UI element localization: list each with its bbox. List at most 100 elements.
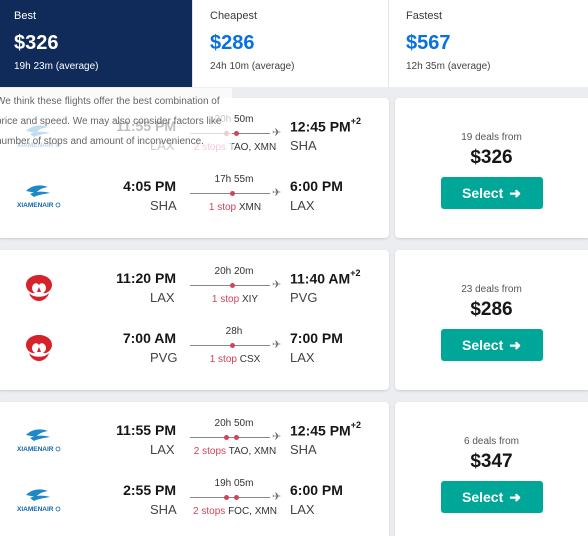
xiamen-air-logo: XIAMENAIR (16, 425, 62, 455)
arrival-time: 6:00 PM (290, 482, 343, 498)
stops-count: 1 stop (209, 354, 237, 365)
plane-icon: ✈ (272, 431, 282, 443)
origin-airport: SHA (150, 502, 177, 517)
stops-via: CSX (239, 354, 261, 365)
stops-count: 1 stop (208, 202, 237, 213)
best-tooltip: We think these flights offer the best co… (0, 88, 232, 160)
select-button-label: Select (462, 337, 504, 353)
select-button-label: Select (462, 489, 504, 505)
result-card: 11:20 PM LAX 20h 20m ✈ 1 stop XIY 11:40 AM+2 P… (0, 250, 588, 390)
arrival-time: 11:40 AM+2 (290, 268, 361, 287)
departure-time: 11:20 PM (116, 270, 176, 286)
price-box: 6 deals from $347 Select ➜ (395, 402, 588, 536)
stops-count: 2 stops (193, 506, 226, 517)
xiamen-air-logo: XIAMENAIR (16, 485, 62, 515)
stops-count: 2 stops (193, 446, 227, 457)
flight-duration: 20h 20m (214, 266, 254, 277)
select-button[interactable]: Select ➜ (440, 329, 543, 361)
flight-leg: 11:20 PM LAX 20h 20m ✈ 1 stop XIY 11:40 AM+2 P… (0, 266, 389, 326)
flight-duration: 20h 50m (214, 418, 254, 429)
arrival-time-value: 11:40 AM (290, 270, 351, 287)
stop-dot (230, 191, 235, 196)
plane-icon: ✈ (272, 187, 282, 199)
tooltip-line: We think these flights offer the best co… (0, 96, 220, 107)
select-button-wrap: Select ➜ (395, 473, 588, 513)
stop-dot (234, 131, 239, 136)
itinerary[interactable]: XIAMENAIR 11:55 PM LAX 20h 50m ✈ 2 stops TAO,… (0, 402, 389, 536)
itinerary[interactable]: 11:20 PM LAX 20h 20m ✈ 1 stop XIY 11:40 AM+2 P… (0, 250, 389, 390)
stop-dot (230, 343, 235, 348)
stops-info: 1 stop XMN (180, 202, 290, 213)
plane-icon: ✈ (272, 339, 282, 351)
destination-airport: SHA (290, 138, 317, 153)
departure-time: 2:55 PM (123, 482, 176, 498)
route-line (190, 495, 270, 500)
tooltip-line: number of stops and amount of inconvenie… (0, 136, 204, 147)
svg-text:XIAMENAIR: XIAMENAIR (17, 446, 54, 453)
route-line (190, 343, 270, 348)
sort-tabs: Best $326 19h 23m (average) Cheapest $28… (0, 0, 588, 87)
arrow-right-icon: ➜ (509, 184, 521, 201)
arrival-time-value: 7:00 PM (290, 330, 343, 346)
result-card: XIAMENAIR 11:55 PM LAX 20h 50m ✈ 2 stops TAO,… (0, 402, 588, 536)
arrival-time-value: 6:00 PM (290, 178, 343, 194)
stops-via: FOC, XMN (228, 506, 277, 517)
xiamen-air-logo: XIAMENAIR (16, 181, 62, 211)
origin-airport: LAX (150, 290, 175, 305)
tab-best-duration: 19h 23m (average) (14, 61, 99, 72)
price-box: 23 deals from $286 Select ➜ (395, 250, 588, 390)
departure-time: 11:55 PM (116, 422, 176, 438)
departure-time: 7:00 AM (122, 330, 176, 346)
deal-price: $286 (470, 299, 513, 320)
destination-airport: PVG (290, 290, 318, 305)
stops-count: 1 stop (211, 294, 240, 305)
origin-airport: SHA (150, 198, 177, 213)
select-button[interactable]: Select ➜ (440, 177, 543, 209)
select-button-wrap: Select ➜ (395, 321, 588, 361)
tab-cheapest-price: $286 (210, 32, 255, 54)
tab-fastest-duration: 12h 35m (average) (406, 61, 491, 72)
arrival-time-value: 12:45 PM (290, 422, 351, 439)
route-line (190, 191, 270, 196)
arrival-time: 12:45 PM+2 (290, 116, 361, 135)
tooltip-line: price and speed. We may also consider fa… (0, 116, 222, 127)
flight-leg: XIAMENAIR 4:05 PM SHA 17h 55m ✈ 1 stop XMN 6:0… (0, 174, 389, 234)
destination-airport: LAX (290, 350, 315, 365)
stops-info: 1 stop XIY (180, 294, 290, 305)
select-button-wrap: Select ➜ (395, 169, 588, 209)
departure-time: 4:05 PM (123, 178, 176, 194)
tab-fastest[interactable]: Fastest $567 12h 35m (average) (389, 0, 588, 87)
flight-leg: XIAMENAIR 2:55 PM SHA 19h 05m ✈ 2 stops FOC, … (0, 478, 389, 536)
tab-cheapest[interactable]: Cheapest $286 24h 10m (average) (193, 0, 389, 87)
tab-best-price: $326 (14, 32, 59, 54)
hainan-airlines-logo (16, 333, 62, 363)
stop-dot (234, 435, 239, 440)
deals-count: 23 deals from (461, 284, 522, 295)
plane-icon: ✈ (272, 279, 282, 291)
origin-airport: LAX (150, 442, 175, 457)
tab-best[interactable]: Best $326 19h 23m (average) (0, 0, 193, 87)
stops-info: 1 stop CSX (180, 354, 290, 365)
arrow-right-icon: ➜ (509, 336, 521, 353)
arrival-time-value: 6:00 PM (290, 482, 343, 498)
stops-via: XIY (241, 294, 259, 305)
svg-text:XIAMENAIR: XIAMENAIR (17, 202, 54, 209)
stops-info: 2 stops FOC, XMN (180, 506, 290, 517)
plane-icon: ✈ (272, 491, 282, 503)
price-box: 19 deals from $326 Select ➜ (395, 98, 588, 238)
route-line (190, 435, 270, 440)
stop-dot (224, 495, 229, 500)
flight-leg: 7:00 AM PVG 28h ✈ 1 stop CSX 7:00 PM LAX (0, 326, 389, 386)
hainan-airlines-logo (16, 273, 62, 303)
stops-via: TAO, XMN (228, 446, 277, 457)
tab-fastest-title: Fastest (406, 10, 443, 22)
select-button[interactable]: Select ➜ (440, 481, 543, 513)
arrival-time-value: 12:45 PM (290, 118, 351, 135)
deal-price: $347 (470, 451, 513, 472)
arrival-time: 7:00 PM (290, 330, 343, 346)
tab-fastest-price: $567 (406, 32, 451, 54)
day-offset: +2 (350, 268, 361, 278)
flight-duration: 19h 05m (214, 478, 254, 489)
day-offset: +2 (350, 116, 361, 126)
arrival-time: 6:00 PM (290, 178, 343, 194)
